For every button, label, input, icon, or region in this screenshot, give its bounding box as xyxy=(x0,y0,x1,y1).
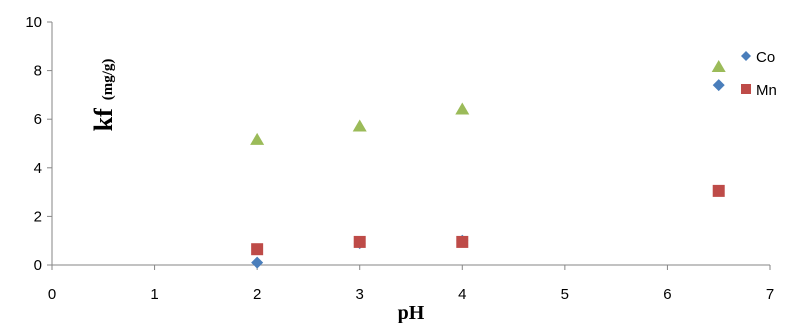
legend-label-co: Co xyxy=(756,49,775,66)
axes xyxy=(51,22,770,266)
y-tick-label: 6 xyxy=(34,111,42,128)
y-tick-label: 10 xyxy=(25,14,42,31)
data-point-series-1 xyxy=(456,235,469,248)
data-point-series-2 xyxy=(250,132,265,145)
data-point-series-1 xyxy=(353,235,366,248)
y-axis-title: kf (mg/g) xyxy=(89,59,118,132)
svg-text:kf (mg/g): kf (mg/g) xyxy=(89,59,118,132)
data-points xyxy=(250,59,726,269)
x-tick-label: 1 xyxy=(150,286,158,303)
x-tick-label: 5 xyxy=(561,286,569,303)
data-point-series-0 xyxy=(251,256,264,269)
x-tick-label: 3 xyxy=(356,286,364,303)
y-tick-label: 4 xyxy=(34,160,42,177)
x-tick-label: 6 xyxy=(663,286,671,303)
legend-marker-mn xyxy=(741,84,751,94)
x-axis-title: pH xyxy=(398,302,425,323)
data-point-series-2 xyxy=(711,59,726,72)
legend-label-mn: Mn xyxy=(756,82,777,99)
x-tick-label: 2 xyxy=(253,286,261,303)
x-tick-label: 4 xyxy=(458,286,466,303)
y-axis-title-main: kf xyxy=(89,108,118,131)
legend-marker-co xyxy=(741,51,751,61)
data-point-series-1 xyxy=(251,243,264,256)
data-point-series-0 xyxy=(712,79,725,92)
x-ticks: 0 1 2 3 4 5 6 7 xyxy=(48,265,774,303)
legend: Co Mn xyxy=(741,49,777,99)
x-tick-label: 0 xyxy=(48,286,56,303)
data-point-series-1 xyxy=(712,184,725,197)
y-tick-label: 2 xyxy=(34,208,42,225)
y-tick-label: 0 xyxy=(34,257,42,274)
x-tick-label: 7 xyxy=(766,286,774,303)
y-tick-label: 8 xyxy=(34,63,42,80)
y-axis-title-unit: (mg/g) xyxy=(100,59,116,101)
data-point-series-2 xyxy=(455,102,470,115)
data-point-series-2 xyxy=(352,119,367,132)
y-ticks: 0 2 4 6 8 10 xyxy=(25,14,52,274)
